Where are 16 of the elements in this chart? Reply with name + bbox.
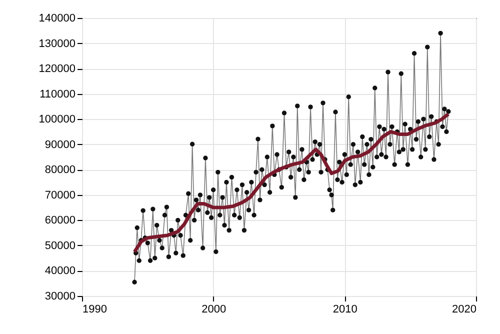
x-tick-label: 2020: [452, 304, 476, 316]
x-tick-label: 1990: [82, 304, 107, 316]
y-tick-label: 80000: [44, 164, 76, 176]
y-tick-label: 110000: [40, 88, 76, 100]
y-tick-label: 30000: [44, 290, 76, 302]
x-tick-label: 2010: [332, 304, 358, 316]
y-tick-label: 60000: [44, 214, 76, 227]
y-tick-label: 50000: [44, 240, 76, 252]
y-tick-label: 70000: [44, 189, 76, 202]
y-tick-label: 120000: [38, 63, 76, 76]
y-tick-label: 100000: [38, 114, 76, 126]
x-tick-label: 2000: [202, 304, 226, 316]
y-tick-label: 40000: [44, 265, 76, 278]
y-tick-label: 130000: [38, 38, 76, 50]
y-tick-label: 90000: [44, 138, 76, 151]
y-tick-label: 140000: [38, 12, 76, 24]
